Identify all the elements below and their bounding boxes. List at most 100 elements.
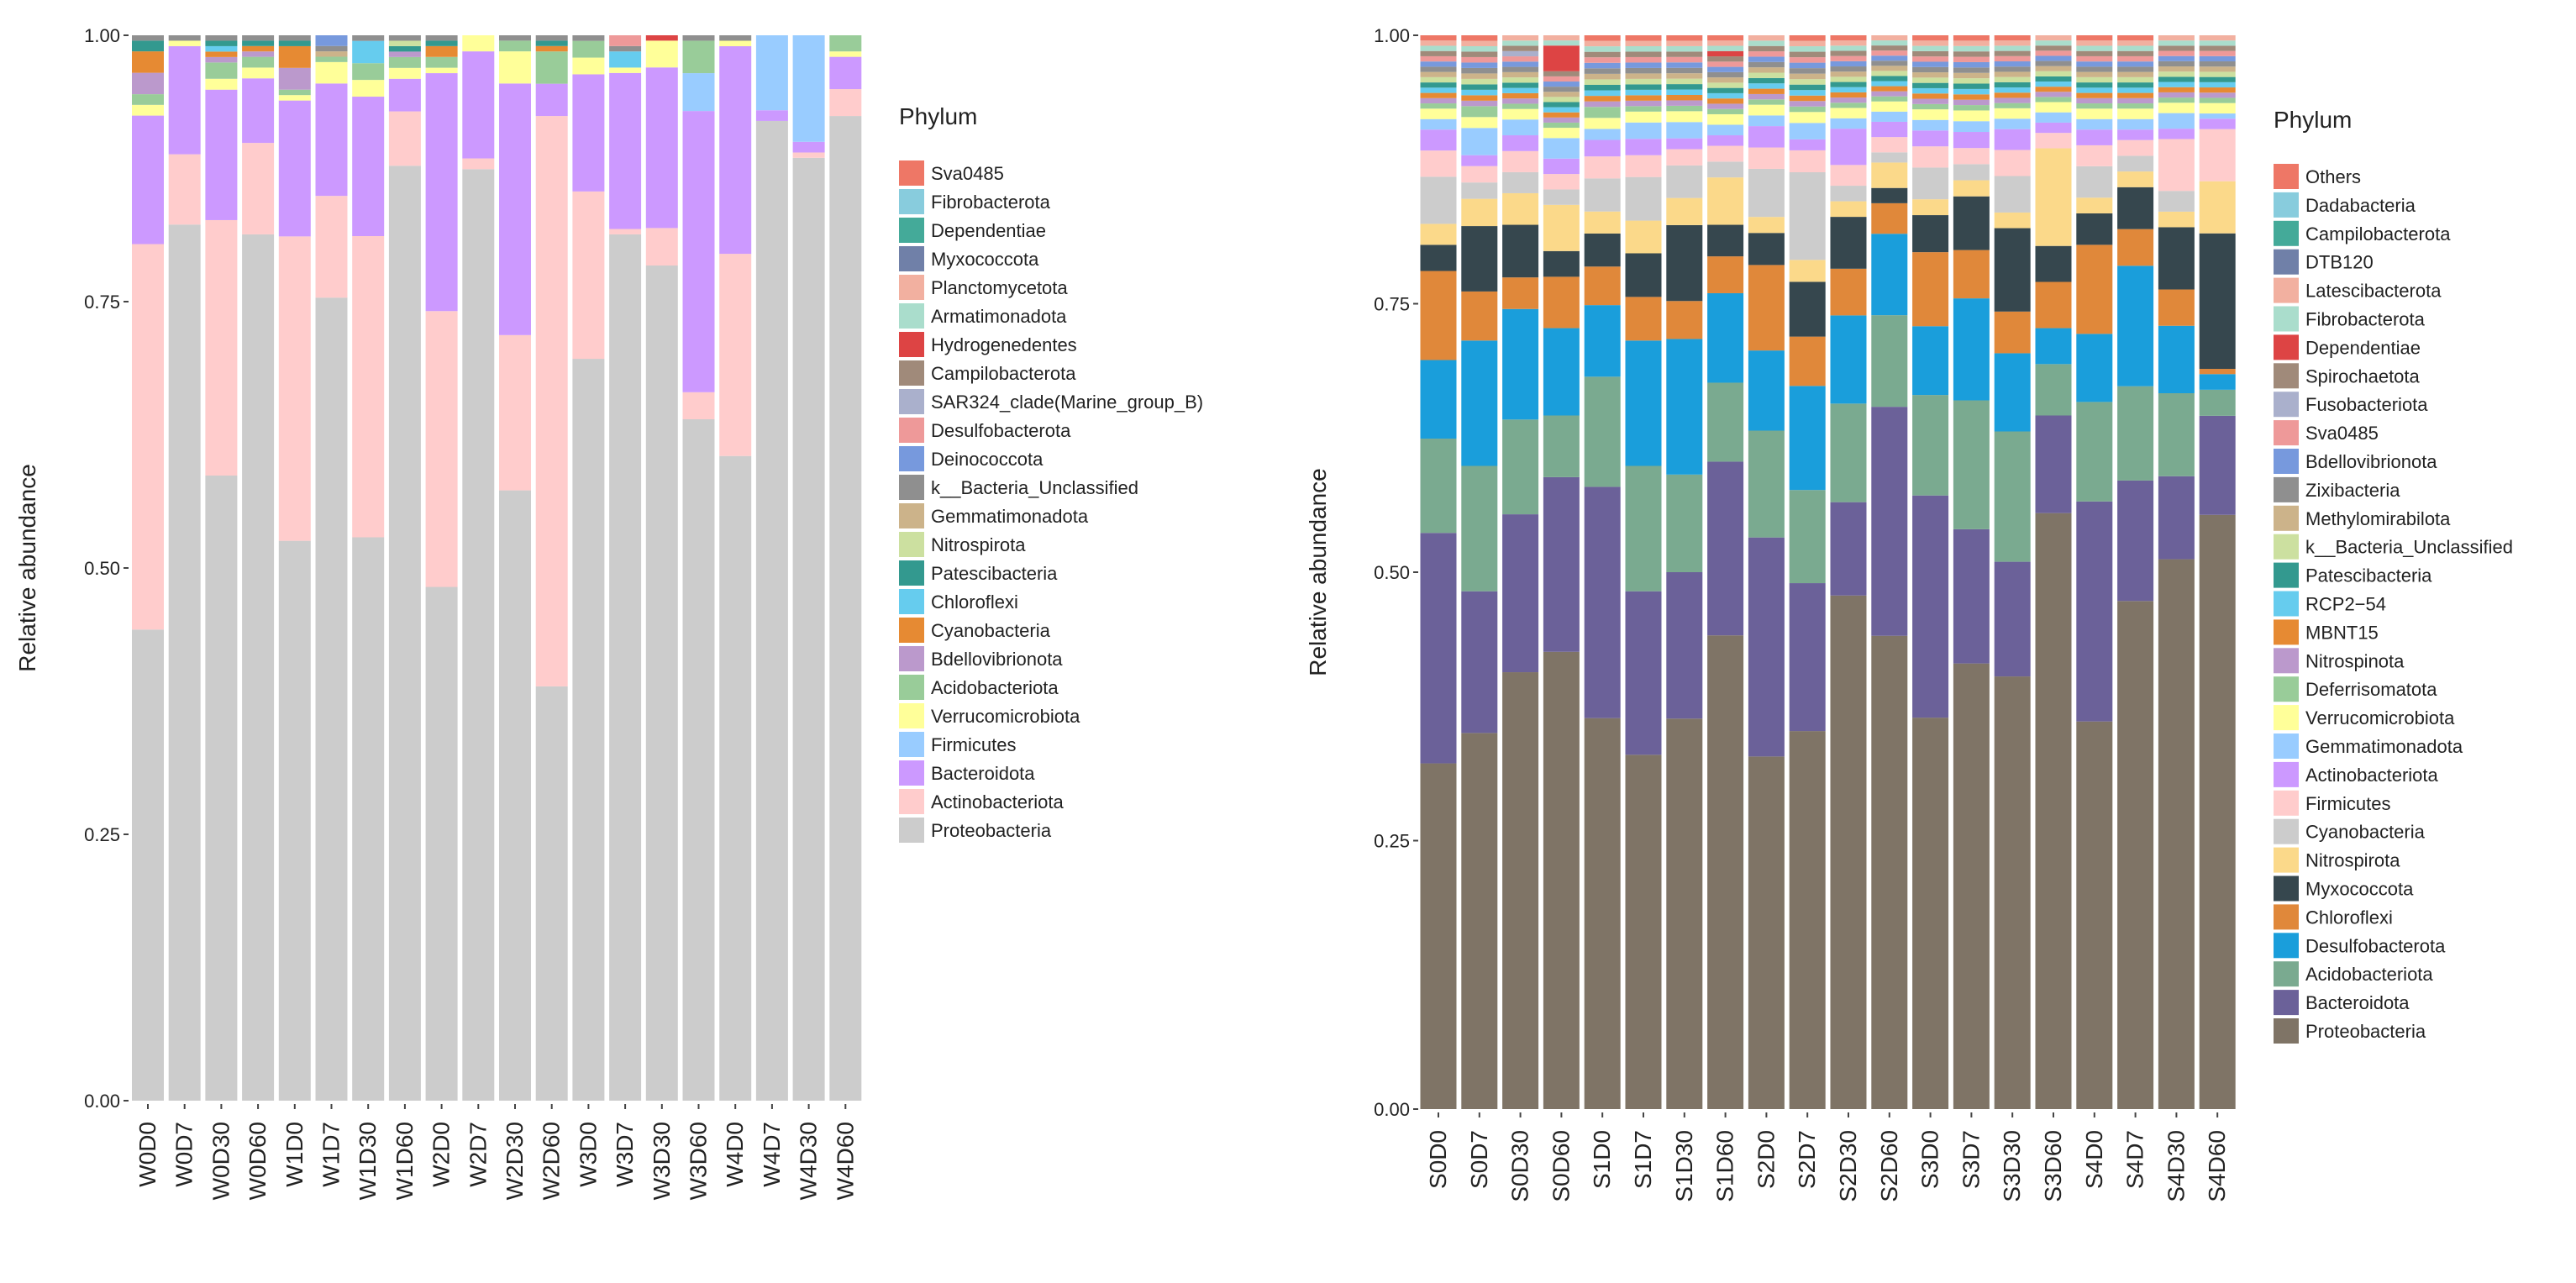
bar-segment-patescibacteria bbox=[2158, 76, 2195, 82]
bar-segment-actinobacteriota bbox=[1953, 132, 1990, 149]
bar-s0d0 bbox=[1420, 35, 1457, 1109]
legend-label: MBNT15 bbox=[2305, 622, 2379, 643]
bar-segment-desulfobacterota bbox=[1625, 340, 1662, 466]
bar-segment-nitrospinota bbox=[2158, 92, 2195, 98]
legend-swatch bbox=[899, 360, 924, 386]
bar-segment-nitrospirota bbox=[2076, 197, 2113, 213]
legend-label: Bacteroidota bbox=[2305, 992, 2410, 1013]
bar-segment-firmicutes bbox=[1994, 150, 2031, 176]
bar-segment-proteobacteria bbox=[1584, 718, 1621, 1109]
bar-segment-actinobacteriota bbox=[829, 89, 862, 117]
bar-segment-chloroflexi bbox=[1502, 277, 1539, 309]
bar-segment-desulfobacterota bbox=[1748, 350, 1785, 431]
bar-segment-methylomirabilota bbox=[1994, 71, 2031, 77]
bar-segment-bacteroidota bbox=[1994, 561, 2031, 677]
bar-segment-bacteroidota bbox=[499, 83, 531, 335]
bar-segment-patescibacteria bbox=[2035, 76, 2072, 82]
x-tick-label: W2D30 bbox=[502, 1122, 528, 1200]
bar-segment-proteobacteria bbox=[792, 157, 825, 1101]
bar-segment-verrucomicrobiota bbox=[1994, 108, 2031, 119]
x-tick-label: S4D30 bbox=[2163, 1130, 2189, 1202]
bar-segment-acidobacteriota bbox=[2117, 386, 2154, 481]
bar-segment-k-bacteria-unclassified bbox=[1420, 76, 1457, 83]
bar-segment-k-bacteria-unclassified bbox=[2158, 71, 2195, 77]
bar-segment-deferrisomatota bbox=[2076, 103, 2113, 109]
x-tick-label: W0D0 bbox=[134, 1122, 160, 1187]
bar-segment-nitrospirota bbox=[1420, 223, 1457, 245]
bar-segment-k-bacteria-unclassified bbox=[1584, 79, 1621, 85]
bar-segment-zixibacteria bbox=[1420, 66, 1457, 72]
bar-segment-cyanobacteria bbox=[1584, 178, 1621, 212]
bar-segment-latescibacterota bbox=[2117, 40, 2154, 46]
legend-item-planctomycetota: Planctomycetota bbox=[899, 275, 1068, 300]
bar-segment-sva0485 bbox=[1953, 56, 1990, 62]
bar-segment-k-bacteria-unclassified bbox=[388, 35, 421, 41]
bar-segment-bacteroidota bbox=[1666, 572, 1703, 719]
bar-w3d7 bbox=[609, 35, 642, 1102]
bar-w0d60 bbox=[242, 35, 275, 1102]
y-tick-label: 0.00 bbox=[84, 1091, 120, 1112]
bar-segment-proteobacteria bbox=[719, 455, 752, 1101]
bar-segment-nitrospinota bbox=[1830, 97, 1867, 103]
bar-segment-verrucomicrobiota bbox=[645, 40, 678, 68]
bar-segment-latescibacterota bbox=[1707, 40, 1744, 46]
bar-segment-chloroflexi bbox=[352, 40, 385, 64]
legend-item-firmicutes: Firmicutes bbox=[899, 732, 1016, 757]
bar-segment-gemmatimonadota bbox=[1994, 118, 2031, 129]
bar-segment-patescibacteria bbox=[1830, 82, 1867, 87]
bar-segment-myxococcota bbox=[1789, 281, 1826, 337]
bar-segment-cyanobacteria bbox=[2158, 191, 2195, 212]
bar-segment-bacteroidota bbox=[1953, 528, 1990, 664]
legend-swatch bbox=[2274, 875, 2299, 902]
bar-segment-gemmatimonadota bbox=[1912, 119, 1949, 131]
bar-segment-methylomirabilota bbox=[1543, 92, 1580, 97]
bar-segment-methylomirabilota bbox=[1789, 73, 1826, 80]
legend-item-nitrospinota: Nitrospinota bbox=[2274, 648, 2405, 674]
bar-segment-proteobacteria bbox=[315, 297, 348, 1102]
bar-segment-firmicutes bbox=[682, 73, 715, 112]
bar-segment-rcp2-54 bbox=[1953, 88, 1990, 95]
bar-segment-bdellovibrionota bbox=[2117, 61, 2154, 67]
bar-segment-zixibacteria bbox=[2035, 60, 2072, 66]
bar-segment-bacteroidota bbox=[2076, 501, 2113, 722]
bar-segment-bdellovibrionota bbox=[1748, 56, 1785, 62]
x-tick-label: S2D0 bbox=[1753, 1130, 1779, 1189]
bar-segment-acidobacteriota bbox=[829, 35, 862, 52]
x-tick-label: W2D7 bbox=[465, 1122, 491, 1187]
legend-label: Myxococcota bbox=[931, 249, 1039, 270]
bar-segment-bdellovibrionota bbox=[1584, 62, 1621, 69]
x-tick-label: S3D60 bbox=[2040, 1130, 2066, 1202]
bar-segment-actinobacteriota bbox=[1830, 129, 1867, 166]
bar-segment-acidobacteriota bbox=[1953, 400, 1990, 529]
bar-segment-k-bacteria-unclassified bbox=[535, 35, 568, 41]
legend-item-myxococcota: Myxococcota bbox=[899, 246, 1039, 271]
bar-segment-others bbox=[1912, 35, 1949, 41]
bar-segment-bacteroidota bbox=[132, 115, 164, 245]
bar-segment-sva0485 bbox=[2076, 55, 2113, 62]
bar-segment-fibrobacterota bbox=[1625, 45, 1662, 52]
bar-segment-proteobacteria bbox=[572, 359, 605, 1101]
bar-segment-bacteroidota bbox=[719, 46, 752, 255]
bar-segment-nitrospinota bbox=[1625, 100, 1662, 107]
bar-segment-acidobacteriota bbox=[388, 56, 421, 68]
bar-segment-spirochaetota bbox=[2076, 50, 2113, 56]
bar-segment-proteobacteria bbox=[1789, 731, 1826, 1109]
bar-segment-others bbox=[1666, 35, 1703, 41]
bar-segment-sva0485 bbox=[2158, 50, 2195, 56]
bar-segment-others bbox=[1461, 35, 1498, 41]
bar-segment-rcp2-54 bbox=[1584, 90, 1621, 97]
legend-item-fibrobacterota: Fibrobacterota bbox=[2274, 306, 2426, 332]
bar-segment-spirochaetota bbox=[1543, 71, 1580, 76]
legend-label: Latescibacterota bbox=[2305, 281, 2442, 302]
bar-segment-latescibacterota bbox=[1830, 40, 1867, 46]
bar-segment-acidobacteriota bbox=[572, 40, 605, 58]
bar-segment-cyanobacteria bbox=[278, 45, 311, 68]
bar-segment-nitrospirota bbox=[1953, 180, 1990, 197]
bar-w3d60 bbox=[682, 35, 715, 1101]
x-tick-label: W3D7 bbox=[612, 1122, 638, 1187]
bar-segment-cyanobacteria bbox=[1666, 165, 1703, 198]
legend-swatch bbox=[2274, 277, 2299, 303]
bar-s3d60 bbox=[2035, 35, 2072, 1109]
bar-segment-verrucomicrobiota bbox=[205, 78, 238, 90]
bar-s1d7 bbox=[1625, 35, 1662, 1109]
